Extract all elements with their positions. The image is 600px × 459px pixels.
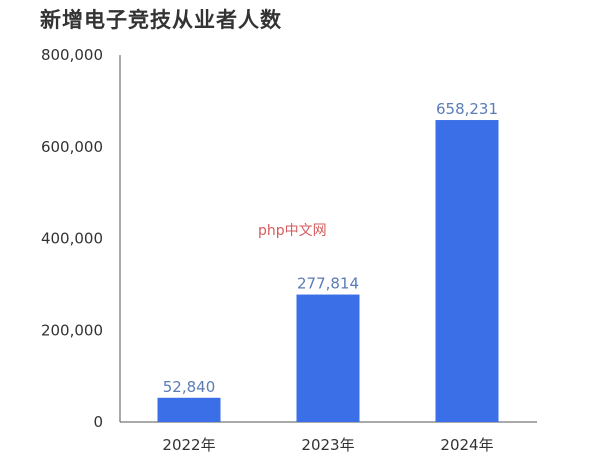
y-tick-label: 200,000 xyxy=(41,321,103,339)
data-label: 277,814 xyxy=(297,275,359,293)
y-tick-label: 400,000 xyxy=(41,230,103,248)
data-label: 658,231 xyxy=(436,100,498,118)
y-tick-label: 0 xyxy=(93,413,103,431)
y-tick-label: 600,000 xyxy=(41,138,103,156)
y-tick-label: 800,000 xyxy=(41,46,103,64)
data-label: 52,840 xyxy=(163,378,216,396)
bar-2023年 xyxy=(296,294,360,422)
bar-2024年 xyxy=(435,120,499,422)
watermark-logo: php中文网 xyxy=(258,223,327,239)
bar-2022年 xyxy=(157,397,221,422)
x-tick-label: 2024年 xyxy=(440,436,493,454)
x-tick-label: 2023年 xyxy=(301,436,354,454)
x-tick-label: 2022年 xyxy=(162,436,215,454)
chart-title: 新增电子竞技从业者人数 xyxy=(40,8,282,32)
